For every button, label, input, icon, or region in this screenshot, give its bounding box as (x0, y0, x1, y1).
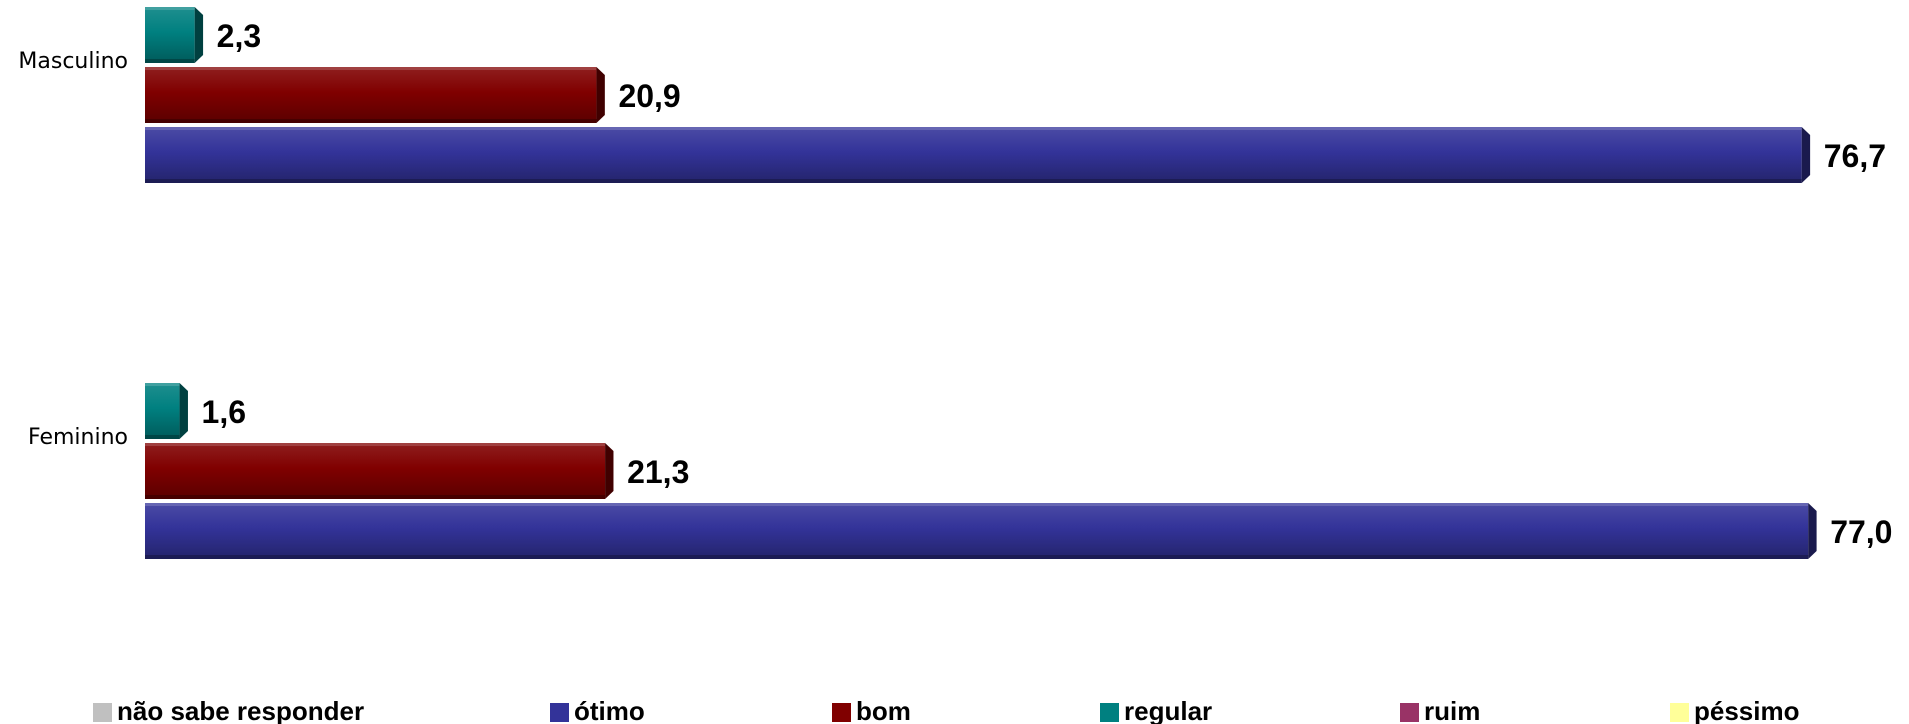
legend-swatch-bom (832, 703, 851, 722)
bar-otimo-masculino (145, 127, 1811, 183)
legend-item-regular: regular (1100, 696, 1212, 724)
value-label-bom-masculino: 20,9 (618, 78, 680, 114)
legend-label-regular: regular (1124, 696, 1212, 724)
legend-label-pessimo: péssimo (1694, 696, 1800, 724)
legend-label-bom: bom (856, 696, 911, 724)
legend-label-otimo: ótimo (574, 696, 645, 724)
legend-item-otimo: ótimo (550, 696, 645, 724)
legend: não sabe responder ótimo bom regular ruim pés… (93, 696, 1800, 724)
legend-swatch-otimo (550, 703, 569, 722)
value-label-otimo-masculino: 76,7 (1824, 138, 1886, 174)
bar-otimo-feminino (145, 503, 1817, 559)
value-label-regular-feminino: 1,6 (202, 394, 246, 430)
legend-label-nao-sabe-responder: não sabe responder (117, 696, 364, 724)
legend-swatch-nao-sabe-responder (93, 703, 112, 722)
bar-bom-feminino (145, 443, 614, 499)
labels-layer: Masculino Feminino 2,3 20,9 76,7 1,6 21,3 77,0 (18, 18, 1892, 550)
legend-swatch-ruim (1400, 703, 1419, 722)
value-label-otimo-feminino: 77,0 (1830, 514, 1892, 550)
legend-item-pessimo: péssimo (1670, 696, 1800, 724)
bar-regular-feminino (145, 383, 188, 439)
value-label-regular-masculino: 2,3 (217, 18, 261, 54)
category-label-feminino: Feminino (28, 425, 128, 450)
legend-label-ruim: ruim (1424, 696, 1480, 724)
legend-swatch-pessimo (1670, 703, 1689, 722)
legend-swatch-regular (1100, 703, 1119, 722)
legend-item-ruim: ruim (1400, 696, 1480, 724)
bars-layer (145, 7, 1817, 559)
value-label-bom-feminino: 21,3 (627, 454, 689, 490)
legend-item-bom: bom (832, 696, 911, 724)
legend-item-nao-sabe-responder: não sabe responder (93, 696, 364, 724)
bar-bom-masculino (145, 67, 605, 123)
bar-regular-masculino (145, 7, 204, 63)
category-label-masculino: Masculino (18, 49, 128, 74)
